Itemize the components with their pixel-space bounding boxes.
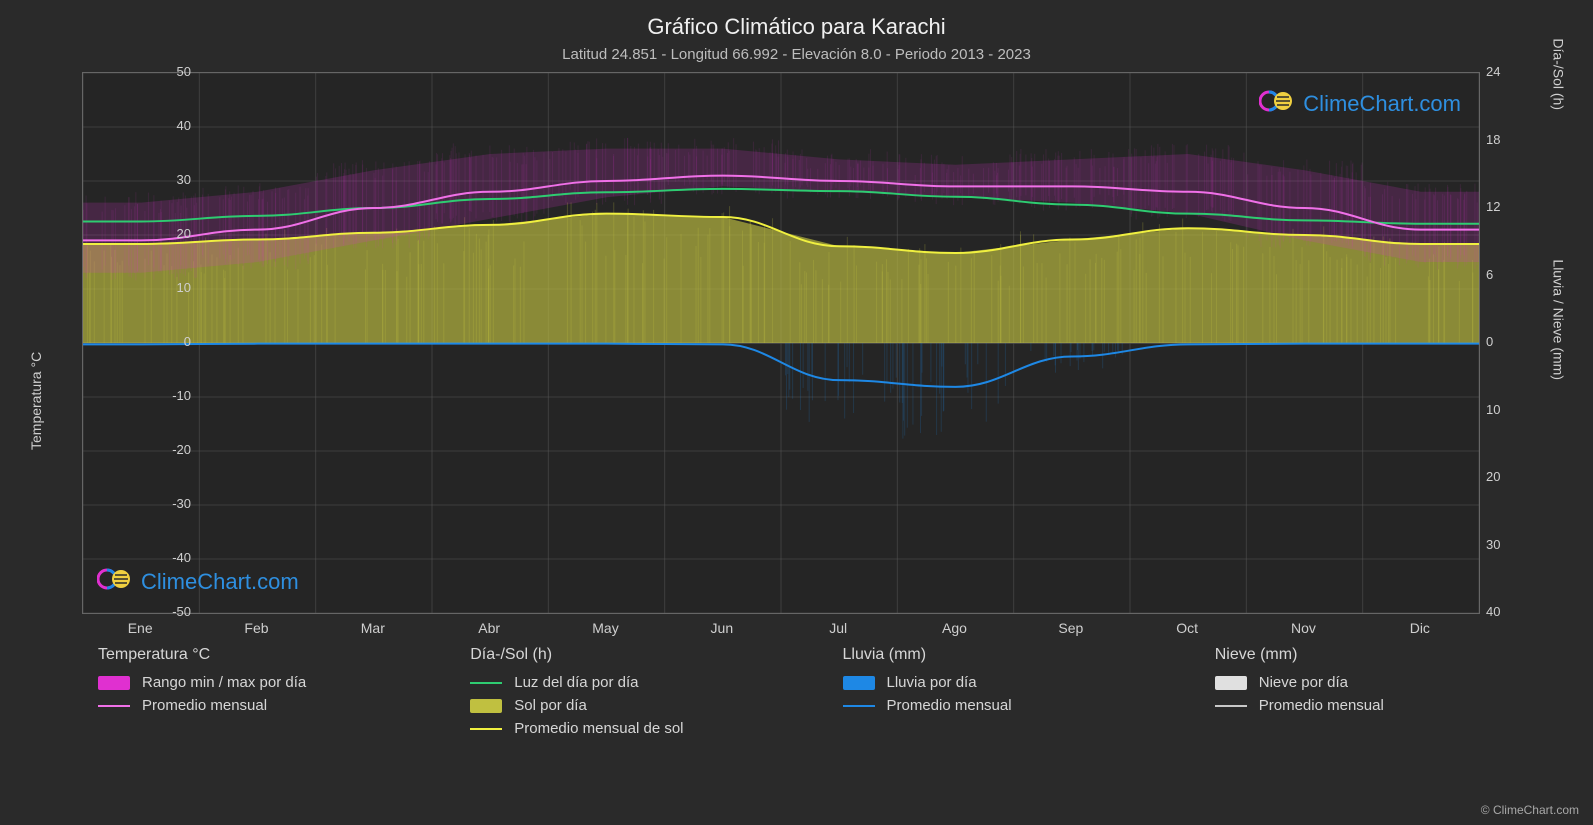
left-axis-title: Temperatura °C <box>28 352 44 450</box>
legend-item: Nieve por día <box>1215 674 1569 691</box>
legend-item: Luz del día por día <box>470 674 824 691</box>
month-label: Ago <box>896 620 1012 636</box>
month-label: Jun <box>664 620 780 636</box>
chart-subtitle: Latitud 24.851 - Longitud 66.992 - Eleva… <box>0 46 1593 63</box>
axis-tick: 0 <box>1486 334 1536 349</box>
legend-label: Sol por día <box>514 697 587 714</box>
copyright: © ClimeChart.com <box>1481 803 1579 817</box>
month-label: May <box>547 620 663 636</box>
legend-item: Rango min / max por día <box>98 674 452 691</box>
legend-swatch <box>843 676 875 690</box>
legend-title: Nieve (mm) <box>1215 646 1569 664</box>
axis-tick: 30 <box>1486 537 1536 552</box>
legend-col-snow: Nieve (mm) Nieve por día Promedio mensual <box>1215 646 1569 743</box>
month-label: Oct <box>1129 620 1245 636</box>
axis-tick: 20 <box>1486 469 1536 484</box>
legend-label: Promedio mensual de sol <box>514 720 683 737</box>
legend-swatch <box>470 728 502 730</box>
legend-label: Lluvia por día <box>887 674 977 691</box>
legend-label: Promedio mensual <box>142 697 267 714</box>
month-label: Dic <box>1362 620 1478 636</box>
month-label: Mar <box>315 620 431 636</box>
legend-swatch <box>1215 705 1247 707</box>
chart-title: Gráfico Climático para Karachi <box>0 0 1593 40</box>
plot-svg <box>83 73 1479 613</box>
legend-item: Promedio mensual <box>843 697 1197 714</box>
legend-swatch <box>98 705 130 707</box>
month-label: Feb <box>198 620 314 636</box>
month-label: Jul <box>780 620 896 636</box>
legend-label: Promedio mensual <box>1259 697 1384 714</box>
legend-swatch <box>1215 676 1247 690</box>
legend-swatch <box>470 699 502 713</box>
legend-col-rain: Lluvia (mm) Lluvia por día Promedio mensua… <box>843 646 1197 743</box>
chart-container: Gráfico Climático para Karachi Latitud 2… <box>0 0 1593 825</box>
legend-item: Promedio mensual <box>1215 697 1569 714</box>
legend-label: Luz del día por día <box>514 674 638 691</box>
axis-tick: 10 <box>1486 402 1536 417</box>
legend-item: Sol por día <box>470 697 824 714</box>
month-label: Sep <box>1013 620 1129 636</box>
axis-tick: 24 <box>1486 64 1536 79</box>
legend-col-daysun: Día-/Sol (h) Luz del día por día Sol por d… <box>470 646 824 743</box>
legend-col-temperature: Temperatura °C Rango min / max por día Pro… <box>98 646 452 743</box>
legend-label: Promedio mensual <box>887 697 1012 714</box>
axis-tick: 6 <box>1486 267 1536 282</box>
legend-title: Día-/Sol (h) <box>470 646 824 664</box>
legend-item: Promedio mensual de sol <box>470 720 824 737</box>
legend-swatch <box>470 682 502 684</box>
legend-title: Temperatura °C <box>98 646 452 664</box>
legend-label: Nieve por día <box>1259 674 1348 691</box>
legend-item: Promedio mensual <box>98 697 452 714</box>
right-axis-title-bottom: Lluvia / Nieve (mm) <box>1551 259 1567 380</box>
axis-tick: 12 <box>1486 199 1536 214</box>
month-label: Ene <box>82 620 198 636</box>
legend-swatch <box>98 676 130 690</box>
axis-tick: 40 <box>1486 604 1536 619</box>
axis-tick: 18 <box>1486 132 1536 147</box>
legend-item: Lluvia por día <box>843 674 1197 691</box>
month-label: Nov <box>1245 620 1361 636</box>
plot-area: ClimeChart.com ClimeChart.com <box>82 72 1480 614</box>
legend-swatch <box>843 705 875 707</box>
legend: Temperatura °C Rango min / max por día Pro… <box>98 646 1569 743</box>
legend-label: Rango min / max por día <box>142 674 306 691</box>
legend-title: Lluvia (mm) <box>843 646 1197 664</box>
month-label: Abr <box>431 620 547 636</box>
